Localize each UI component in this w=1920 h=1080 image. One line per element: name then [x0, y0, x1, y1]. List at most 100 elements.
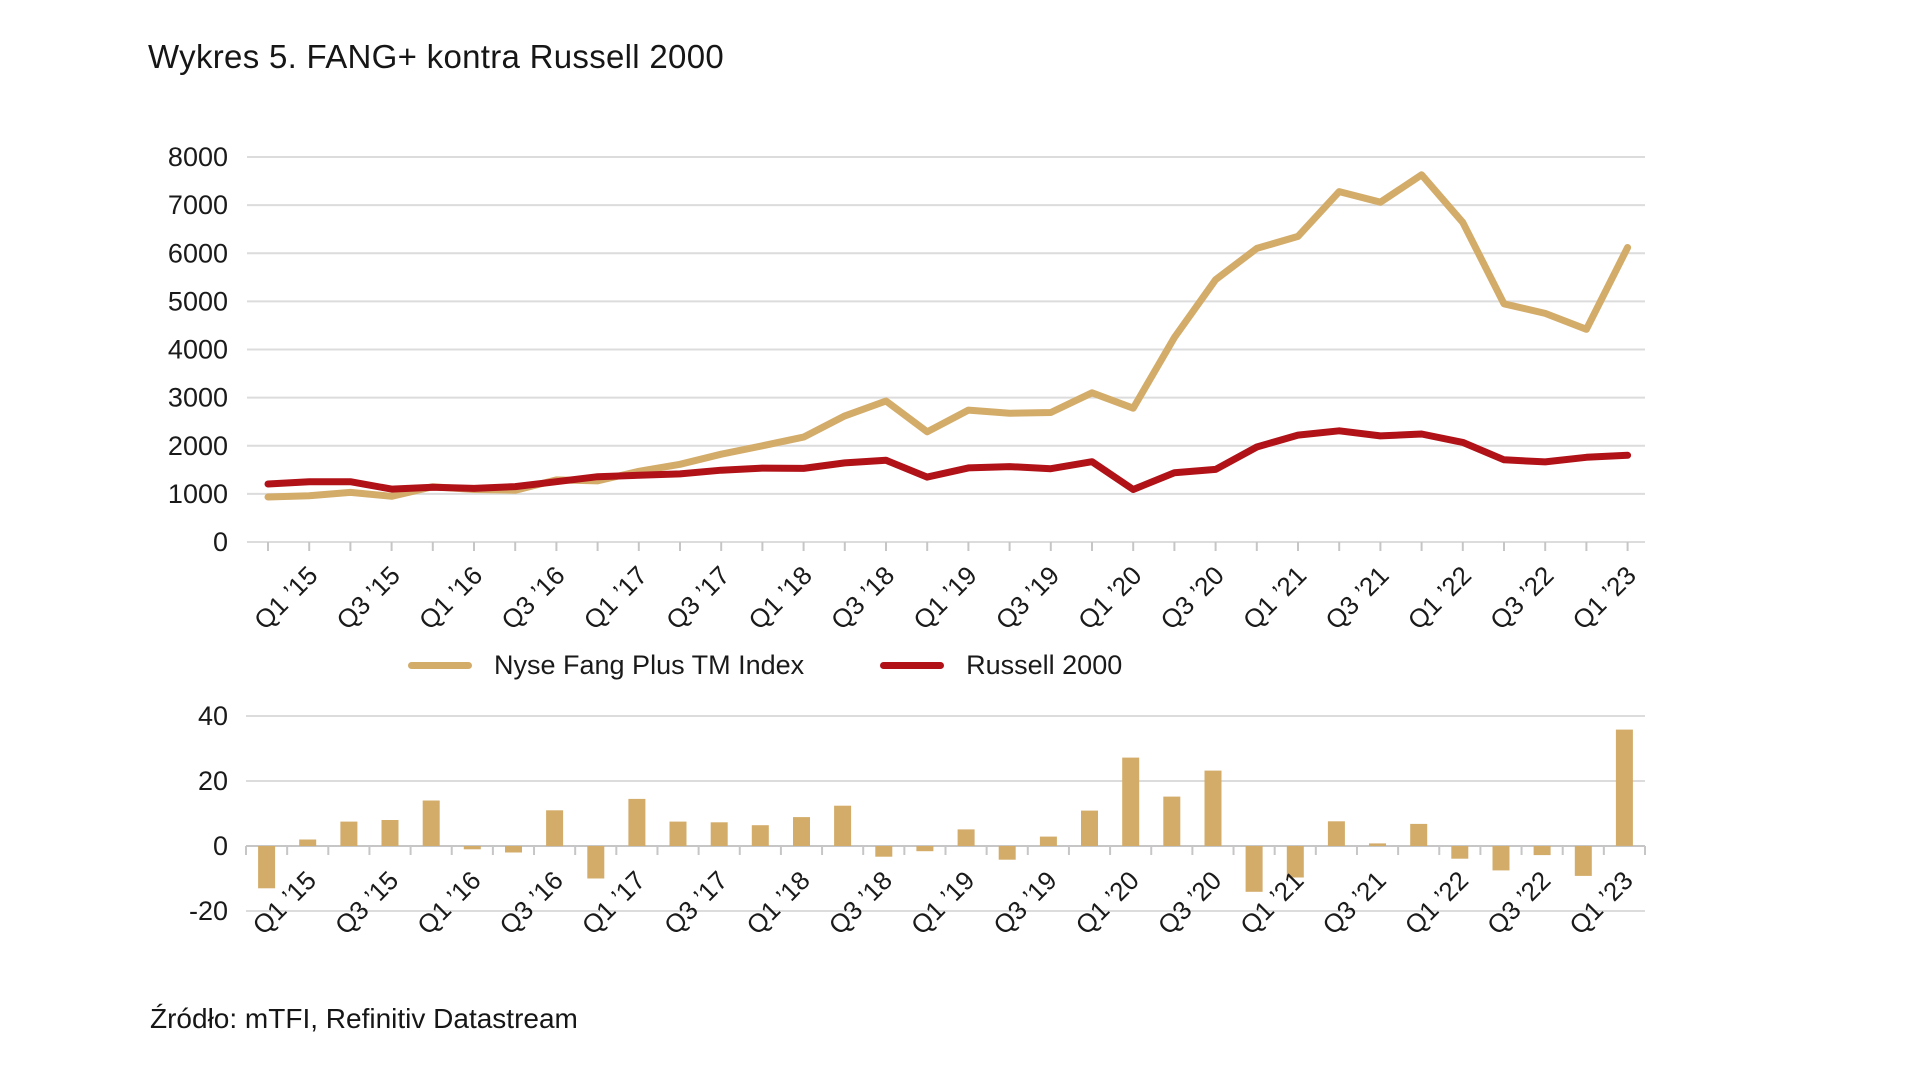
- svg-text:Q3 ’16: Q3 ’16: [493, 865, 568, 940]
- svg-text:Q3 ’20: Q3 ’20: [1152, 865, 1227, 940]
- bar-Q122: [1451, 846, 1469, 859]
- bottom-chart-x-axis-labels: Q1 ’15 Q3 ’15 Q1 ’16 Q3 ’16 Q1 ’17 Q3 ’17 Q1 ’…: [247, 865, 1639, 940]
- top-chart-x-ticks: [267, 542, 1629, 551]
- top-chart-y-axis-labels: 0 1000 2000 3000 4000 5000 6000 7000 8000: [168, 142, 228, 557]
- bottom-chart-y-axis-labels: 40 20 0 -20: [189, 701, 228, 926]
- bottom-chart-x-ticks: [245, 846, 1646, 855]
- svg-text:Q1 ’15: Q1 ’15: [248, 560, 323, 635]
- svg-text:Q1 ’21: Q1 ’21: [1237, 560, 1312, 635]
- bar-Q420: [1245, 846, 1263, 892]
- bar-Q319: [1039, 836, 1057, 846]
- svg-text:Q1 ’16: Q1 ’16: [413, 560, 488, 635]
- legend-item-fang: Nyse Fang Plus TM Index: [408, 650, 804, 681]
- bar-Q317: [710, 822, 728, 846]
- svg-text:Q3 ’17: Q3 ’17: [658, 865, 733, 940]
- bar-Q321: [1369, 843, 1386, 846]
- legend-label-russell: Russell 2000: [966, 650, 1123, 680]
- bar-Q121: [1286, 846, 1304, 878]
- svg-text:Q1 ’16: Q1 ’16: [411, 865, 486, 940]
- bar-Q115: [299, 839, 317, 846]
- svg-text:Q3 ’18: Q3 ’18: [823, 865, 898, 940]
- bar-Q216: [505, 846, 522, 853]
- svg-text:Q1 ’18: Q1 ’18: [742, 560, 817, 635]
- svg-text:8000: 8000: [168, 142, 228, 172]
- bar-Q116: [463, 846, 481, 850]
- svg-text:Q3 ’19: Q3 ’19: [990, 560, 1065, 635]
- bar-Q422: [1574, 846, 1592, 876]
- russell-line-swatch: [880, 662, 945, 669]
- svg-text:Q1 ’15: Q1 ’15: [247, 865, 322, 940]
- svg-text:Q3 ’22: Q3 ’22: [1481, 865, 1556, 940]
- bar-Q219: [998, 846, 1016, 860]
- bar-Q315: [381, 820, 399, 846]
- svg-text:-20: -20: [189, 896, 228, 926]
- bar-Q419: [1081, 810, 1098, 846]
- bar-Q218: [834, 805, 852, 846]
- bar-Q416: [587, 846, 605, 879]
- bar-Q316: [546, 810, 564, 847]
- svg-text:Q3 ’15: Q3 ’15: [329, 865, 404, 940]
- svg-text:5000: 5000: [168, 286, 228, 316]
- svg-text:Q3 ’22: Q3 ’22: [1484, 560, 1559, 635]
- svg-text:Q1 ’23: Q1 ’23: [1566, 560, 1641, 635]
- source-caption: Źródło: mTFI, Refinitiv Datastream: [150, 1003, 578, 1034]
- svg-text:Q1 ’18: Q1 ’18: [740, 865, 815, 940]
- russell-line-series: [264, 427, 1632, 493]
- bar-Q119: [957, 829, 975, 846]
- bar-Q222: [1492, 846, 1510, 871]
- bar-Q414: [258, 846, 276, 889]
- svg-text:40: 40: [198, 701, 228, 731]
- bar-Q221: [1327, 821, 1345, 846]
- svg-text:Q3 ’21: Q3 ’21: [1319, 560, 1394, 635]
- bar-Q318: [875, 846, 893, 857]
- svg-text:Q3 ’19: Q3 ’19: [987, 865, 1062, 940]
- svg-text:Q1 ’23: Q1 ’23: [1563, 865, 1638, 940]
- svg-text:Q3 ’18: Q3 ’18: [825, 560, 900, 635]
- fang-line-swatch: [408, 662, 472, 669]
- bar-Q415: [422, 800, 440, 846]
- svg-text:Q1 ’19: Q1 ’19: [907, 560, 982, 635]
- bar-Q220: [1163, 796, 1181, 846]
- bar-Q421: [1410, 823, 1428, 846]
- top-chart-gridlines: [247, 156, 1645, 543]
- svg-text:Q3 ’21: Q3 ’21: [1316, 865, 1391, 940]
- bar-Q123: [1615, 729, 1633, 846]
- svg-text:Q1 ’20: Q1 ’20: [1070, 865, 1145, 940]
- svg-text:6000: 6000: [168, 238, 228, 268]
- svg-text:Q3 ’17: Q3 ’17: [660, 560, 735, 635]
- svg-text:Q1 ’20: Q1 ’20: [1072, 560, 1147, 635]
- svg-text:4000: 4000: [168, 335, 228, 365]
- svg-text:Q3 ’20: Q3 ’20: [1154, 560, 1229, 635]
- svg-text:1000: 1000: [168, 479, 228, 509]
- fang-line-series: [264, 171, 1632, 501]
- svg-text:Q1 ’22: Q1 ’22: [1399, 865, 1474, 940]
- svg-text:0: 0: [213, 527, 228, 557]
- legend: Nyse Fang Plus TM Index Russell 2000: [408, 650, 1122, 681]
- bar-Q117: [628, 798, 646, 846]
- svg-text:3000: 3000: [168, 383, 228, 413]
- top-chart-x-axis-labels: Q1 ’15 Q3 ’15 Q1 ’16 Q3 ’16 Q1 ’17 Q3 ’17 Q1 ’…: [248, 560, 1642, 635]
- svg-text:7000: 7000: [168, 190, 228, 220]
- bar-Q320: [1204, 770, 1222, 846]
- bar-Q418: [916, 846, 934, 852]
- svg-text:Q1 ’19: Q1 ’19: [905, 865, 980, 940]
- bar-Q215: [340, 821, 358, 846]
- bar-Q120: [1122, 757, 1140, 846]
- chart-title: Wykres 5. FANG+ kontra Russell 2000: [148, 38, 725, 75]
- svg-text:Q1 ’22: Q1 ’22: [1402, 560, 1477, 635]
- svg-text:2000: 2000: [168, 431, 228, 461]
- svg-text:Q3 ’15: Q3 ’15: [330, 560, 405, 635]
- svg-text:Q1 ’17: Q1 ’17: [578, 560, 653, 635]
- difference-bars: [258, 729, 1633, 892]
- bar-Q118: [793, 817, 810, 846]
- bar-Q322: [1533, 846, 1551, 856]
- legend-label-fang: Nyse Fang Plus TM Index: [494, 650, 805, 680]
- svg-text:Q1 ’21: Q1 ’21: [1234, 865, 1309, 940]
- svg-text:Q1 ’17: Q1 ’17: [576, 865, 651, 940]
- bar-Q417: [751, 825, 769, 846]
- legend-item-russell: Russell 2000: [880, 650, 1122, 681]
- bar-Q217: [669, 821, 687, 846]
- svg-text:0: 0: [213, 831, 228, 861]
